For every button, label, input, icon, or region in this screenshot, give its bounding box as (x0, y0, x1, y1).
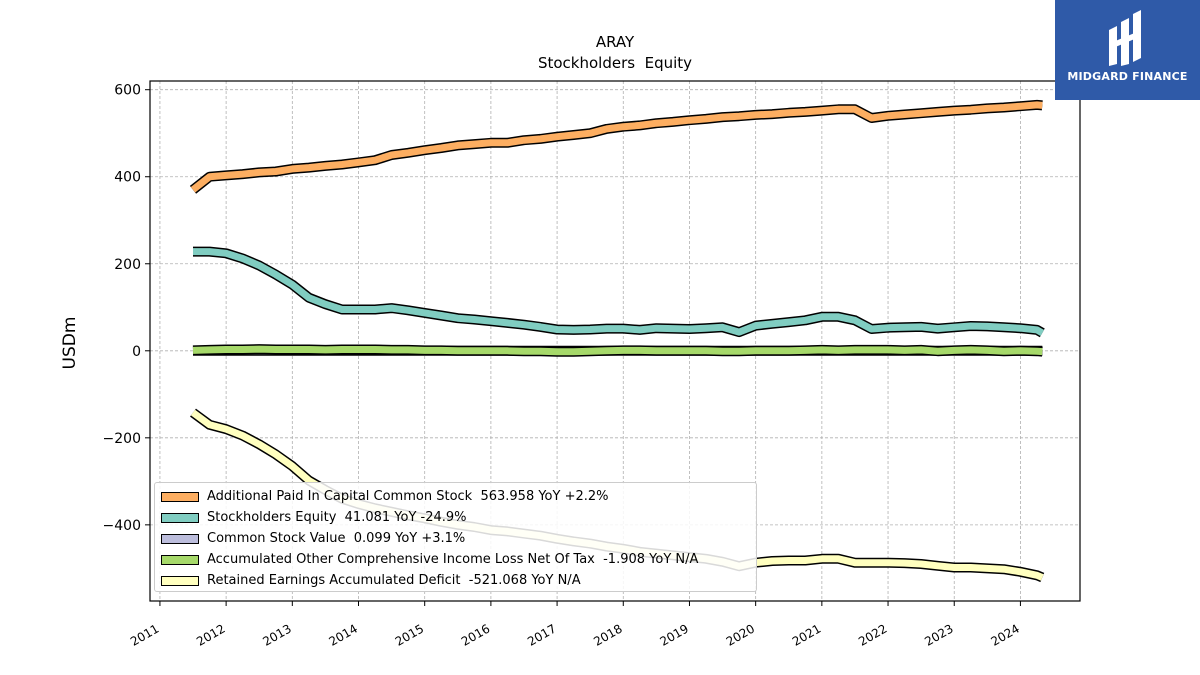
x-tick-label: 2016 (459, 621, 492, 648)
x-tick-label: 2021 (790, 621, 823, 648)
chart-title: ARAY (596, 33, 635, 51)
y-tick-label: 200 (114, 257, 141, 273)
legend-swatch (161, 575, 199, 586)
midgard-logo-icon (1109, 10, 1141, 66)
series-line (193, 246, 1045, 338)
legend-label: Accumulated Other Comprehensive Income L… (207, 552, 699, 567)
series-line (189, 99, 1043, 194)
plot-frame (149, 80, 1081, 602)
x-tick-label: 2018 (591, 621, 624, 648)
brand-logo: MIDGARD FINANCE (1055, 0, 1200, 100)
x-tick-label: 2014 (327, 621, 360, 648)
legend-label: Stockholders Equity 41.081 YoY -24.9% (207, 510, 467, 525)
series-fill (192, 345, 1043, 356)
series-fill (193, 248, 1045, 336)
legend-entry: Stockholders Equity 41.081 YoY -24.9% (161, 507, 750, 528)
legend-swatch (161, 491, 199, 502)
legend-label: Additional Paid In Capital Common Stock … (207, 489, 609, 504)
legend-label: Common Stock Value 0.099 YoY +3.1% (207, 531, 466, 546)
y-tick-label: 400 (114, 170, 141, 186)
x-tick-label: 2012 (194, 621, 227, 648)
y-axis-label: USDm (60, 317, 80, 370)
x-tick-label: 2023 (922, 621, 955, 648)
legend-entry: Additional Paid In Capital Common Stock … (161, 486, 750, 507)
legend-entry: Accumulated Other Comprehensive Income L… (161, 549, 750, 570)
logo-text: MIDGARD FINANCE (1067, 70, 1188, 83)
y-tick-label: 0 (132, 344, 141, 360)
legend-entry: Retained Earnings Accumulated Deficit -5… (161, 570, 750, 591)
y-tick-label: −400 (103, 518, 141, 534)
y-tick-label: 600 (114, 83, 141, 99)
legend-swatch (161, 512, 199, 523)
legend-label: Retained Earnings Accumulated Deficit -5… (207, 573, 581, 588)
series-line (192, 344, 1043, 357)
x-tick-label: 2013 (260, 621, 293, 648)
chart-subtitle: Stockholders Equity (538, 54, 692, 72)
x-tick-label: 2017 (525, 621, 558, 648)
x-tick-label: 2011 (128, 621, 161, 648)
x-tick-label: 2019 (658, 621, 691, 648)
chart-legend: Additional Paid In Capital Common Stock … (154, 482, 757, 592)
x-tick-label: 2015 (393, 621, 426, 648)
legend-swatch (161, 554, 199, 565)
legend-entry: Common Stock Value 0.099 YoY +3.1% (161, 528, 750, 549)
x-tick-label: 2020 (724, 621, 757, 648)
legend-swatch (161, 533, 199, 544)
y-tick-label: −200 (103, 431, 141, 447)
series-fill (190, 101, 1043, 193)
x-tick-label: 2022 (856, 621, 889, 648)
x-tick-label: 2024 (988, 621, 1021, 648)
